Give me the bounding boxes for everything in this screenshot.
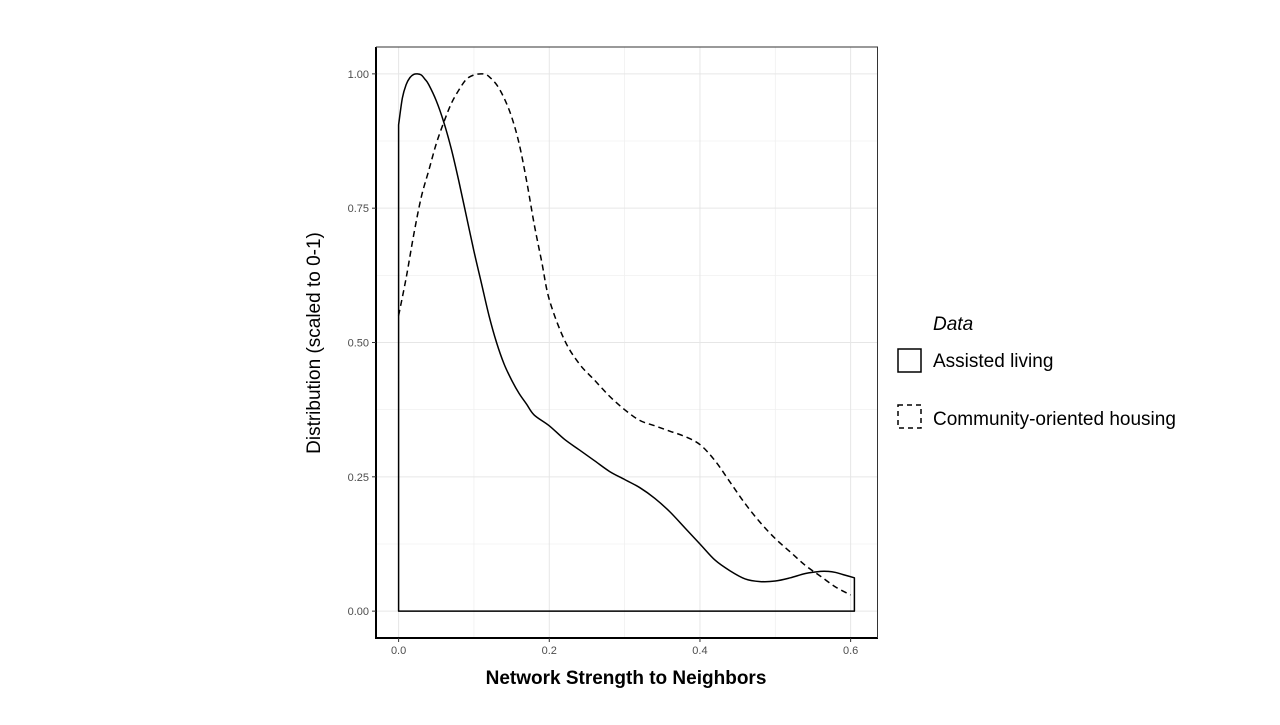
legend-key-community-oriented-housing	[897, 404, 922, 429]
series-layer	[397, 73, 856, 612]
legend: Data Assisted living Community-oriented …	[897, 314, 1176, 430]
x-tick-label: 0.6	[843, 645, 858, 657]
x-tick-label: 0.2	[542, 645, 557, 657]
y-tick-label: 0.50	[348, 338, 369, 350]
y-tick-label: 1.00	[348, 69, 369, 81]
y-axis-label: Distribution (scaled to 0-1)	[304, 232, 325, 454]
x-tick-label: 0.4	[692, 645, 707, 657]
y-tick-label: 0.00	[348, 606, 369, 618]
x-tick-label: 0.0	[391, 645, 406, 657]
y-tick-label: 0.25	[348, 472, 369, 484]
legend-label-community-oriented-housing: Community-oriented housing	[933, 409, 1176, 430]
legend-title: Data	[933, 314, 973, 335]
legend-label-assisted-living: Assisted living	[933, 351, 1053, 372]
series-line-community-oriented-housing	[397, 73, 851, 596]
x-axis-label: Network Strength to Neighbors	[486, 668, 767, 689]
series-line-assisted-living	[397, 73, 856, 612]
grid	[376, 47, 877, 638]
tick-labels: 0.0 0.2 0.4 0.6 0.00 0.25 0.50 0.75 1.00	[348, 69, 859, 657]
legend-key-assisted-living	[897, 348, 922, 373]
y-tick-label: 0.75	[348, 203, 369, 215]
